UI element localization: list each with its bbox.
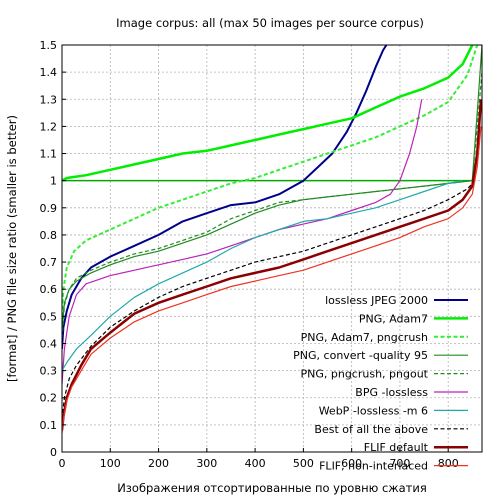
y-tick-label: 0.2	[40, 392, 58, 405]
legend-label: BPG -lossless	[355, 386, 428, 399]
legend-label: FLIF, non-interlaced	[319, 460, 428, 473]
y-tick-label: 1.2	[40, 120, 58, 133]
ticks: 0 100 200 300 400 500 600 700 800 0 0.1 0.2 0.3 0.4 0.…	[40, 39, 459, 470]
legend-label: lossless JPEG 2000	[325, 294, 428, 307]
series-line-bpg-lossless	[62, 99, 423, 385]
y-tick-label: 1.4	[40, 66, 58, 79]
x-tick-label: 0	[59, 457, 66, 470]
x-tick-label: 700	[389, 457, 410, 470]
series-layer	[62, 45, 482, 434]
y-axis-label: [format] / PNG file size ratio (smaller …	[5, 115, 19, 382]
legend-label: WebP -lossless -m 6	[319, 404, 428, 417]
y-tick-label: 1.5	[40, 39, 58, 52]
y-tick-label: 0.1	[40, 419, 58, 432]
x-axis-label: Изображения отсортированные по уровню сж…	[117, 481, 427, 495]
y-tick-label: 0.6	[40, 283, 58, 296]
y-tick-label: 0.8	[40, 229, 58, 242]
series-line-best-of-all-the-above	[62, 180, 476, 420]
series-line-png-adam7-pngcrush	[62, 45, 479, 317]
legend-label: PNG, convert -quality 95	[293, 349, 428, 362]
chart-title: Image corpus: all (max 50 images per sou…	[116, 16, 424, 30]
x-tick-label: 800	[438, 457, 459, 470]
y-tick-label: 0.7	[40, 256, 58, 269]
legend-label: Best of all the above	[314, 423, 428, 436]
legend-label: FLIF default	[364, 441, 429, 454]
x-tick-label: 200	[148, 457, 169, 470]
y-tick-label: 0.3	[40, 365, 58, 378]
legend-label: PNG, pngcrush, pngout	[300, 368, 428, 381]
y-tick-label: 0	[50, 446, 57, 459]
series-line-png-convert-quality-95	[62, 45, 482, 330]
y-tick-label: 0.5	[40, 310, 58, 323]
series-line-png-pngcrush-pngout	[62, 72, 482, 339]
x-tick-label: 400	[245, 457, 266, 470]
series-line-webp-lossless-m-6	[62, 180, 463, 371]
legend-label: PNG, Adam7, pngcrush	[301, 331, 428, 344]
x-tick-label: 300	[196, 457, 217, 470]
legend: lossless JPEG 2000 PNG, Adam7 PNG, Adam7, …	[293, 294, 468, 473]
series-line-flif-non-interlaced	[62, 126, 482, 434]
x-tick-label: 600	[341, 457, 362, 470]
legend-label: PNG, Adam7	[359, 312, 428, 325]
y-tick-label: 1.1	[40, 148, 58, 161]
series-group	[62, 45, 482, 434]
series-line-flif-default	[62, 99, 482, 431]
y-tick-label: 1	[50, 175, 57, 188]
x-tick-label: 100	[100, 457, 121, 470]
y-tick-label: 0.4	[40, 337, 58, 350]
series-line-png-adam7	[62, 45, 474, 182]
y-tick-label: 1.3	[40, 93, 58, 106]
x-tick-label: 500	[293, 457, 314, 470]
y-tick-label: 0.9	[40, 202, 58, 215]
plot-frame	[61, 44, 483, 453]
series-line-lossless-jpeg-2000	[62, 45, 388, 349]
